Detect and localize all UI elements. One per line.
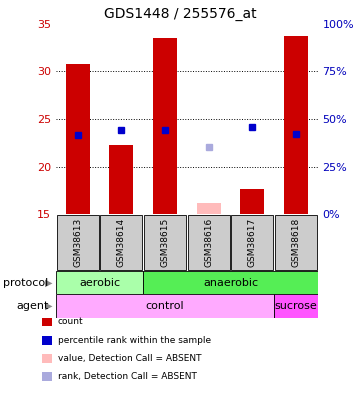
Bar [231, 215, 273, 271]
Text: GSM38618: GSM38618 [291, 218, 300, 267]
Bar [188, 215, 230, 271]
Bar [153, 38, 177, 214]
Text: rank, Detection Call = ABSENT: rank, Detection Call = ABSENT [58, 372, 197, 381]
Text: control: control [146, 301, 184, 311]
Text: value, Detection Call = ABSENT: value, Detection Call = ABSENT [58, 354, 201, 363]
Text: GSM38616: GSM38616 [204, 218, 213, 267]
Bar [109, 145, 133, 214]
Text: aerobic: aerobic [79, 278, 120, 288]
Bar [100, 215, 142, 271]
Text: GSM38615: GSM38615 [161, 218, 170, 267]
Bar [284, 36, 308, 214]
Bar [275, 215, 317, 271]
Bar [197, 203, 221, 214]
Text: ▶: ▶ [45, 301, 52, 311]
Text: anaerobic: anaerobic [203, 278, 258, 288]
Text: agent: agent [16, 301, 49, 311]
Text: percentile rank within the sample: percentile rank within the sample [58, 336, 211, 345]
Text: GSM38613: GSM38613 [73, 218, 82, 267]
Bar [144, 215, 186, 271]
Text: sucrose: sucrose [274, 301, 317, 311]
Bar [240, 190, 264, 214]
Text: GSM38614: GSM38614 [117, 218, 126, 267]
Text: GSM38617: GSM38617 [248, 218, 257, 267]
Text: count: count [58, 318, 83, 326]
Text: ▶: ▶ [45, 278, 52, 288]
Bar [274, 294, 318, 318]
Bar [66, 64, 90, 214]
Bar [56, 294, 274, 318]
Text: protocol: protocol [4, 278, 49, 288]
Bar [57, 215, 99, 271]
Bar [143, 271, 318, 294]
Bar [56, 271, 143, 294]
Text: GDS1448 / 255576_at: GDS1448 / 255576_at [104, 7, 257, 21]
